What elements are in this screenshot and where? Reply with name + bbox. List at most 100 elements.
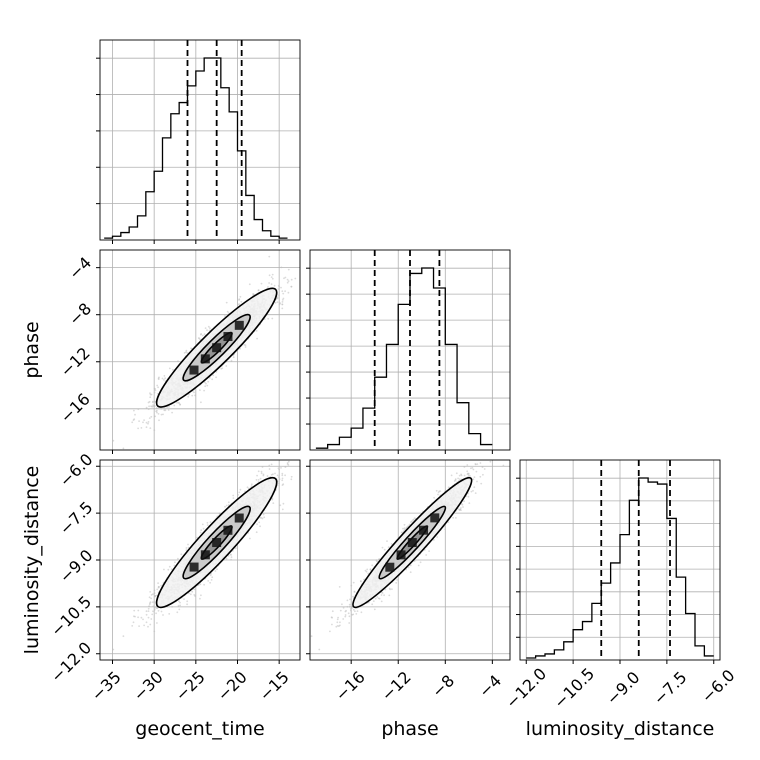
sample-point — [282, 483, 285, 486]
sample-point — [207, 325, 210, 328]
sample-point — [140, 427, 143, 429]
sample-point — [160, 610, 163, 613]
sample-point — [270, 473, 273, 476]
sample-point — [252, 293, 255, 296]
sample-point — [290, 285, 293, 288]
density-cell — [189, 365, 199, 375]
sample-point — [224, 315, 226, 317]
sample-point — [209, 581, 212, 584]
sample-point — [177, 360, 179, 363]
sample-point — [282, 502, 285, 505]
sample-point — [140, 616, 143, 619]
sample-point — [239, 488, 242, 491]
sample-point — [147, 401, 150, 404]
sample-point — [282, 297, 285, 300]
sample-point — [225, 557, 228, 560]
sample-point — [202, 527, 205, 530]
sample-point — [249, 537, 251, 540]
sample-point — [280, 266, 283, 269]
sample-point — [209, 574, 212, 577]
sample-point — [260, 517, 263, 519]
sample-point — [131, 421, 134, 424]
sample-point — [281, 301, 284, 303]
sample-point — [278, 294, 280, 297]
sample-point — [191, 394, 194, 397]
sample-point — [161, 377, 164, 380]
sample-point — [149, 392, 151, 395]
sample-point — [284, 466, 287, 468]
sample-point — [199, 583, 202, 586]
sample-point — [287, 268, 290, 271]
sample-point — [277, 288, 280, 290]
sample-point — [199, 531, 202, 534]
sample-point — [225, 504, 228, 507]
sample-point — [147, 610, 150, 612]
sample-point — [281, 299, 284, 301]
sample-point — [142, 421, 144, 424]
panel-background — [100, 40, 300, 240]
sample-point — [203, 381, 206, 384]
sample-point — [204, 385, 207, 388]
sample-point — [148, 405, 151, 408]
sample-point — [176, 611, 179, 614]
panel-0 — [96, 39, 301, 244]
sample-point — [236, 547, 239, 549]
sample-point — [153, 608, 156, 611]
sample-point — [239, 295, 242, 298]
sample-point — [276, 474, 279, 477]
sample-point — [281, 290, 284, 293]
sample-point — [258, 521, 261, 524]
density-cell — [234, 320, 244, 330]
sample-point — [154, 415, 157, 418]
histogram-step — [104, 57, 288, 239]
sample-point — [260, 472, 263, 475]
sample-point — [200, 401, 202, 404]
sample-point — [256, 474, 258, 477]
sample-point — [279, 504, 282, 507]
sample-point — [270, 276, 273, 278]
sample-point — [284, 276, 287, 279]
sample-point — [178, 608, 181, 611]
sample-point — [145, 426, 148, 429]
sample-point — [225, 365, 228, 367]
sample-point — [132, 419, 135, 421]
sample-point — [147, 421, 150, 423]
sample-point — [287, 291, 290, 294]
sample-point — [256, 337, 258, 340]
sample-point — [163, 375, 166, 377]
sample-point — [211, 576, 214, 579]
sample-point — [112, 439, 115, 442]
sample-point — [150, 405, 153, 408]
sample-point — [158, 586, 160, 588]
sample-point — [284, 290, 286, 293]
sample-point — [263, 516, 266, 519]
sample-point — [157, 582, 160, 584]
sample-point — [216, 568, 218, 571]
sample-point — [210, 579, 213, 581]
sample-point — [153, 589, 156, 592]
sample-point — [164, 377, 167, 380]
sample-point — [156, 607, 159, 610]
sample-point — [206, 384, 209, 387]
sample-point — [276, 301, 279, 303]
sample-point — [183, 598, 185, 600]
sample-point — [176, 402, 178, 404]
sample-point — [277, 476, 280, 478]
sample-point — [205, 382, 207, 385]
sample-point — [207, 580, 210, 582]
sample-point — [153, 429, 156, 431]
sample-point — [177, 557, 179, 560]
sample-point — [160, 584, 163, 587]
sample-point — [290, 278, 293, 281]
sample-point — [281, 303, 284, 306]
sample-point — [153, 592, 156, 594]
sample-point — [203, 583, 206, 586]
sample-point — [143, 624, 146, 627]
sample-point — [122, 635, 125, 638]
sample-point — [149, 623, 152, 626]
sample-point — [281, 508, 284, 511]
sample-point — [179, 604, 182, 607]
sample-point — [256, 523, 258, 526]
sample-point — [220, 367, 223, 370]
sample-point — [201, 523, 204, 526]
